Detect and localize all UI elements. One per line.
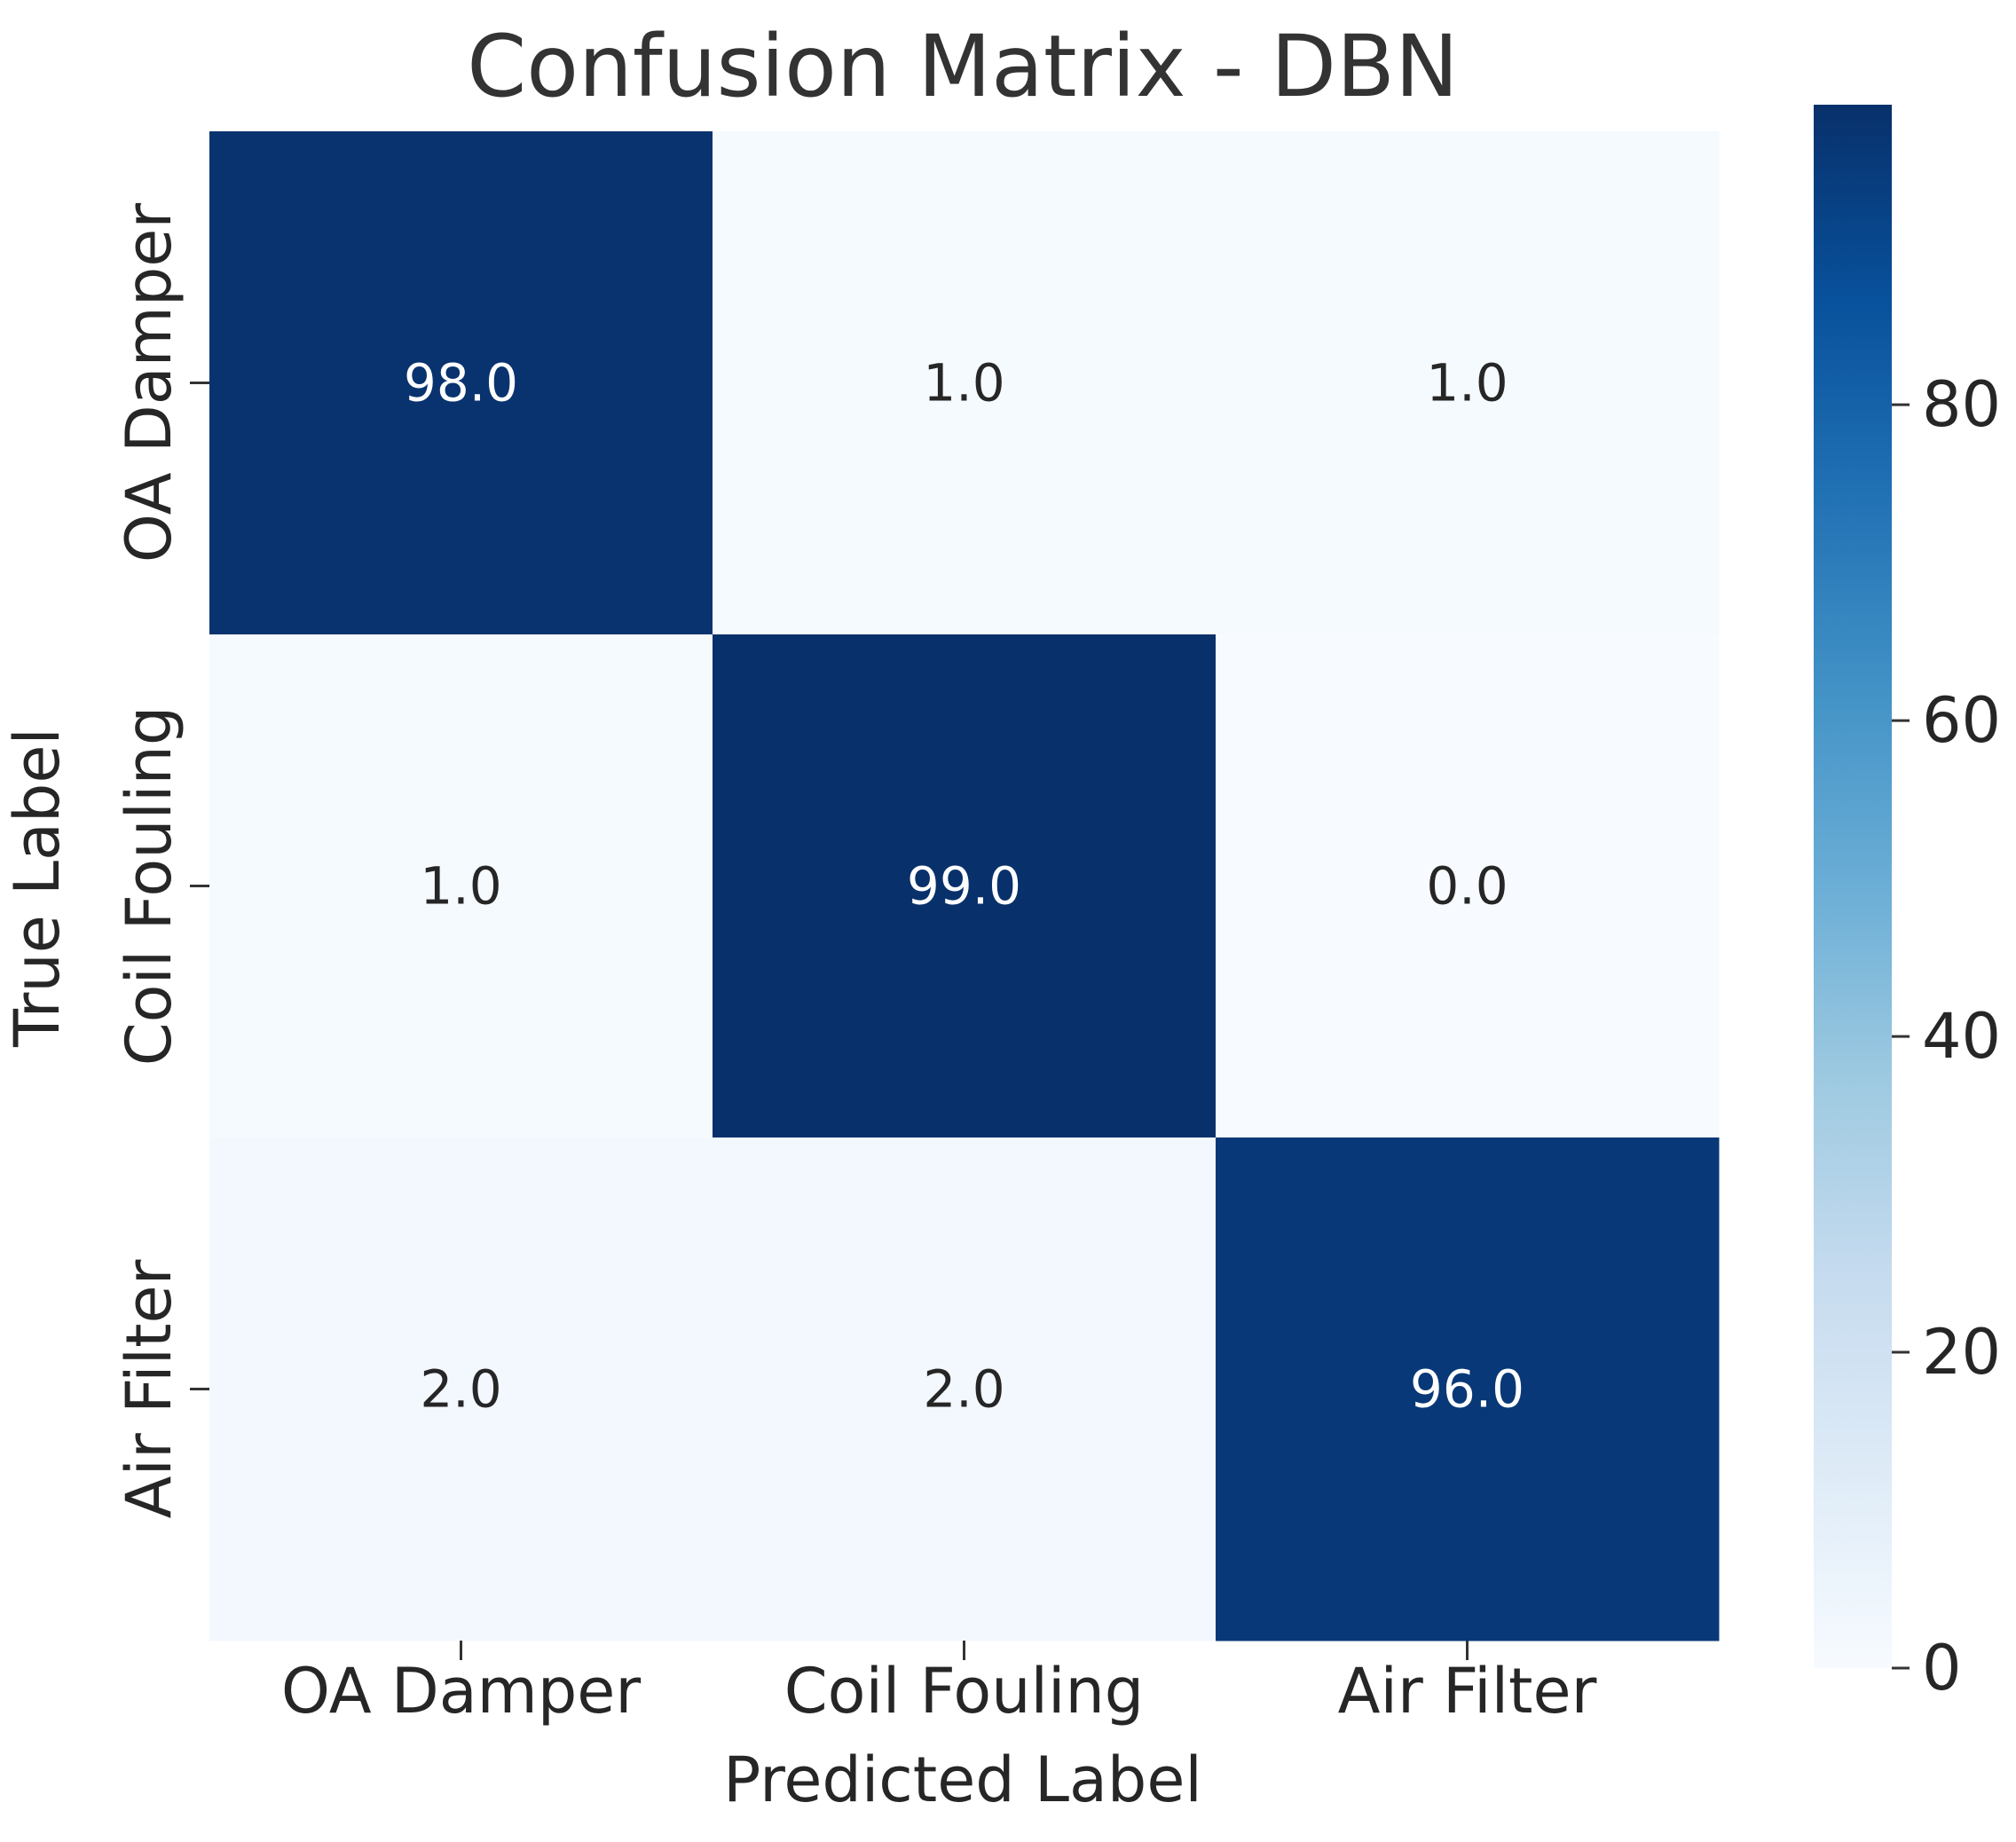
y-axis-ticks: OA Damper Coil Fouling Air Filter — [113, 203, 209, 1518]
x-tick-label: OA Damper — [281, 1655, 641, 1728]
colorbar-ticks: 0 20 40 60 80 — [1892, 368, 2001, 1704]
heatmap-cell — [1216, 634, 1720, 1138]
y-tick-label: Coil Fouling — [113, 706, 185, 1067]
x-axis-label: Predicted Label — [723, 1744, 1202, 1816]
heatmap-cell — [713, 1137, 1217, 1641]
heatmap-cell — [713, 634, 1217, 1138]
cell-value-label: 2.0 — [923, 1359, 1004, 1420]
y-axis-label: True Label — [1, 728, 74, 1048]
cell-value-label: 0.0 — [1426, 856, 1508, 917]
colorbar-tick-label: 40 — [1922, 1000, 2001, 1073]
heatmap-cell — [209, 1137, 713, 1641]
cell-value-label: 99.0 — [907, 856, 1021, 917]
colorbar — [1814, 105, 1892, 1668]
cell-value-label: 2.0 — [420, 1359, 501, 1420]
cell-value-label: 1.0 — [1426, 353, 1508, 413]
colorbar-tick-label: 20 — [1922, 1316, 2001, 1389]
heatmap-cells — [209, 131, 1720, 1641]
y-tick-label: Air Filter — [113, 1259, 185, 1518]
x-tick-label: Coil Fouling — [784, 1655, 1145, 1728]
cell-value-label: 1.0 — [420, 856, 501, 917]
chart-title: Confusion Matrix - DBN — [467, 17, 1459, 116]
cell-value-label: 1.0 — [923, 353, 1004, 413]
heatmap-cell — [209, 131, 713, 635]
cell-value-label: 98.0 — [404, 353, 518, 413]
x-tick-label: Air Filter — [1338, 1655, 1597, 1728]
heatmap-cell — [1216, 131, 1720, 635]
colorbar-tick-label: 80 — [1922, 368, 2001, 441]
heatmap-cell-labels: 98.0 1.0 1.0 1.0 99.0 0.0 2.0 2.0 96.0 — [404, 353, 1524, 1420]
heatmap-cell — [1216, 1137, 1720, 1641]
heatmap-cell — [209, 634, 713, 1138]
y-tick-label: OA Damper — [113, 203, 185, 563]
heatmap-cell — [713, 131, 1217, 635]
colorbar-tick-label: 60 — [1922, 684, 2001, 757]
cell-value-label: 96.0 — [1410, 1359, 1524, 1420]
x-axis-ticks: OA Damper Coil Fouling Air Filter — [281, 1641, 1597, 1728]
colorbar-tick-label: 0 — [1922, 1632, 1962, 1704]
